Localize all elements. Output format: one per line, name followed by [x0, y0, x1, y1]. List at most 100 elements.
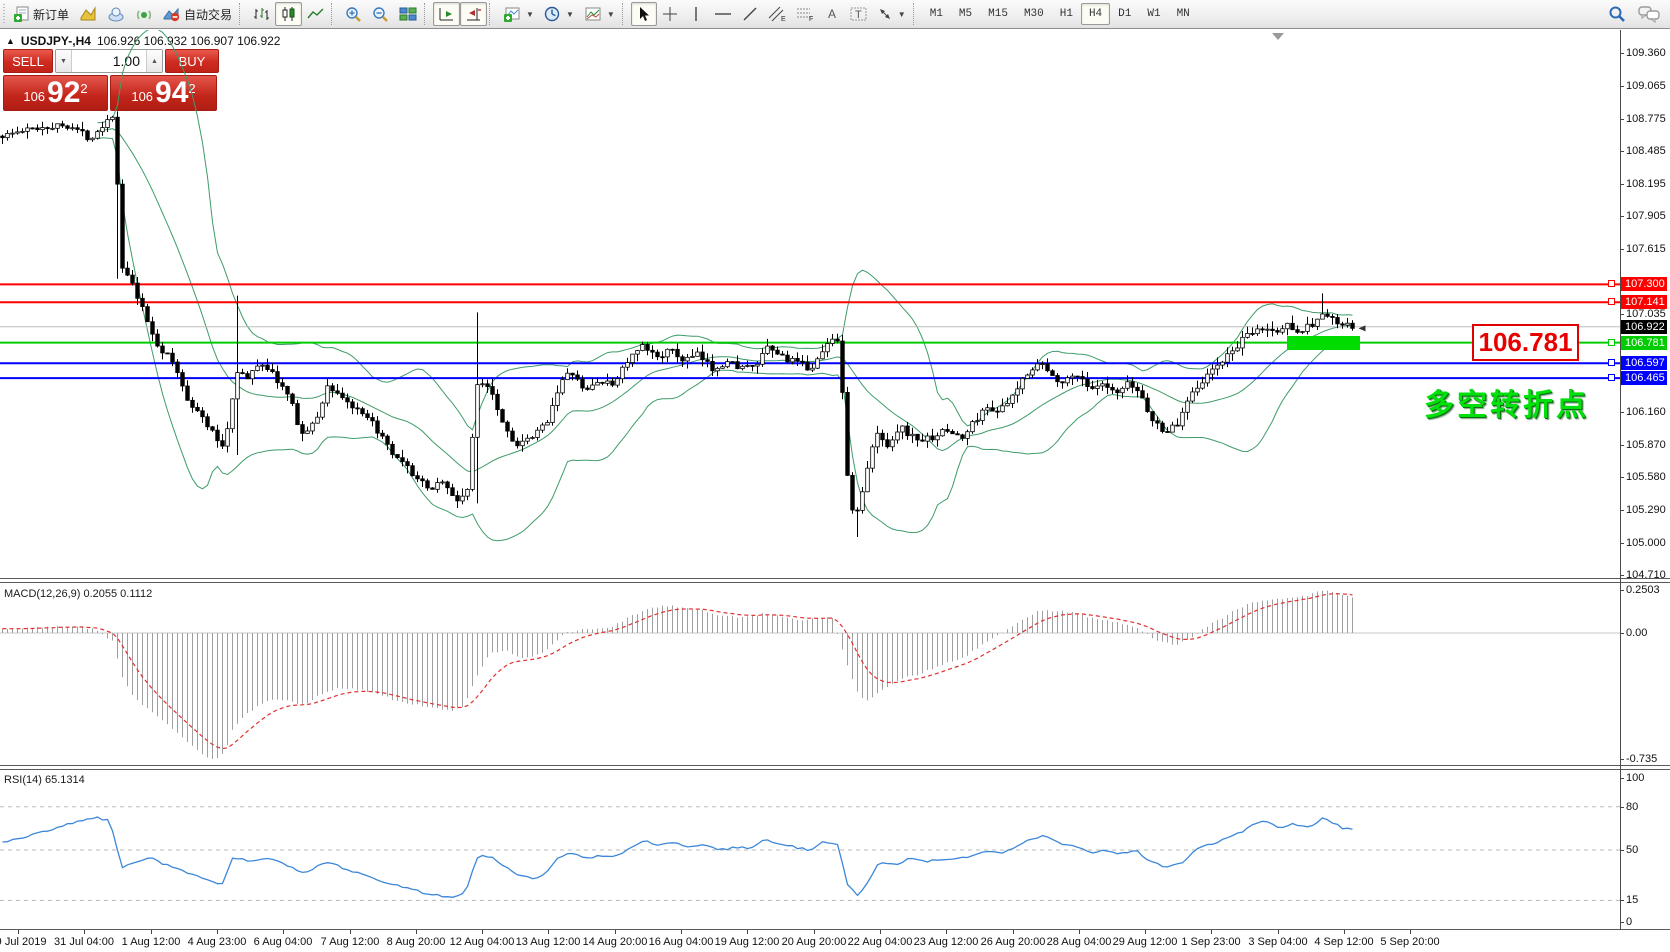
rsi-axis-tick [1620, 922, 1624, 923]
search-icon[interactable] [1608, 5, 1626, 23]
timeframe-button-m5[interactable]: M5 [958, 8, 973, 20]
toolbar-grip[interactable] [3, 4, 5, 24]
buy-price-panel[interactable]: 106 94 2 [110, 75, 217, 111]
time-axis-tick [217, 930, 218, 934]
text-label-tool-button[interactable]: T [845, 2, 872, 26]
profiles-button[interactable] [102, 2, 130, 26]
chart-shift-marker-icon[interactable] [1272, 33, 1284, 40]
zoom-out-button[interactable] [367, 2, 394, 26]
time-axis-label: 29 Jul 2019 [0, 936, 47, 948]
signals-icon [136, 10, 152, 20]
time-axis-label: 14 Aug 20:00 [582, 936, 648, 948]
chart-note-text[interactable]: 多空转折点 [1424, 389, 1589, 422]
templates-button[interactable]: ▼ [579, 2, 620, 26]
time-axis-tick [548, 930, 549, 934]
price-axis-tick [1620, 249, 1624, 250]
price-axis-tick [1620, 477, 1624, 478]
fibonacci-tool-button[interactable]: F [791, 2, 819, 26]
panel-splitter[interactable] [0, 765, 1670, 770]
rsi-axis-tick [1620, 778, 1624, 779]
macd-panel-canvas[interactable] [0, 585, 1620, 766]
timeframe-button-m30[interactable]: M30 [1023, 8, 1044, 20]
auto-trading-button[interactable]: 自动交易 [158, 2, 237, 26]
text-icon: A [828, 7, 836, 21]
sell-price-point: 2 [80, 81, 88, 96]
crosshair-tool-button[interactable] [657, 2, 683, 26]
time-axis-tick [1145, 930, 1146, 934]
zoom-in-button[interactable] [340, 2, 367, 26]
price-chart-canvas[interactable] [0, 30, 1620, 578]
rsi-panel-canvas[interactable] [0, 771, 1620, 930]
collapse-triangle-icon[interactable]: ▲ [6, 36, 15, 46]
buy-button[interactable]: BUY [165, 49, 219, 73]
price-axis-tick [1620, 412, 1624, 413]
key-level-callout[interactable]: 106.781 [1472, 324, 1579, 361]
macd-axis-tick [1620, 590, 1624, 591]
volume-decrease-button[interactable]: ▼ [56, 50, 72, 72]
volume-increase-button[interactable]: ▲ [146, 50, 162, 72]
price-axis-label: 109.065 [1626, 80, 1666, 92]
sell-price-panel[interactable]: 106 92 2 [3, 75, 108, 111]
time-axis-tick [18, 930, 19, 934]
toolbar-separator [331, 3, 338, 25]
trendline-tool-button[interactable] [737, 2, 763, 26]
chat-icon[interactable] [1638, 5, 1660, 23]
price-axis-tick [1620, 184, 1624, 185]
sell-button[interactable]: SELL [3, 49, 53, 73]
timeframe-button-mn[interactable]: MN [1176, 8, 1190, 20]
price-axis-label: 108.775 [1626, 113, 1666, 125]
cursor-tool-button[interactable] [630, 2, 657, 26]
rsi-axis-label: 100 [1626, 772, 1645, 784]
toolbar-separator [239, 3, 246, 25]
auto-scroll-button[interactable] [433, 2, 461, 26]
macd-axis-label: 0.2503 [1626, 584, 1660, 596]
time-axis-label: 26 Aug 20:00 [980, 936, 1046, 948]
channel-tool-button[interactable]: E [763, 2, 791, 26]
dropdown-caret-icon: ▼ [606, 9, 615, 19]
macd-axis-label: 0.00 [1626, 627, 1648, 639]
new-chart-button[interactable] [74, 2, 102, 26]
toolbar-separator [912, 3, 920, 25]
rsi-axis-label: 0 [1626, 916, 1633, 928]
timeframe-button-h4[interactable]: H4 [1080, 3, 1111, 25]
candlestick-icon [282, 7, 295, 21]
price-axis-label: 109.360 [1626, 47, 1666, 59]
rsi-axis-tick [1620, 900, 1624, 901]
auto-scroll-icon [439, 8, 454, 21]
indicators-button[interactable]: ▼ [498, 2, 539, 26]
price-axis-label: 107.905 [1626, 210, 1666, 222]
zoom-in-icon [346, 7, 361, 22]
bar-chart-mode-button[interactable] [248, 2, 275, 26]
timeframe-button-d1[interactable]: D1 [1118, 8, 1132, 20]
new-order-button[interactable]: 新订单 [8, 2, 74, 26]
time-axis-label: 5 Sep 20:00 [1380, 936, 1440, 948]
chart-shift-button[interactable] [460, 2, 488, 26]
svg-text:A: A [828, 7, 836, 21]
line-chart-mode-button[interactable] [302, 2, 329, 26]
chart-symbol-period: USDJPY-,H4 [20, 34, 91, 48]
time-axis-tick [1344, 930, 1345, 934]
arrows-tool-button[interactable]: ▼ [872, 2, 911, 26]
time-axis-label: 1 Sep 23:00 [1181, 936, 1241, 948]
text-tool-button[interactable]: A [819, 2, 845, 26]
horizontal-line-tool-button[interactable] [709, 2, 737, 26]
candlestick-mode-button[interactable] [275, 2, 303, 26]
dropdown-caret-icon: ▼ [526, 9, 534, 19]
templates-icon [585, 7, 601, 21]
signals-button[interactable] [130, 2, 158, 26]
time-axis-label: 31 Jul 04:00 [54, 936, 114, 948]
price-axis-tick [1620, 216, 1624, 217]
timeframe-button-h1[interactable]: H1 [1059, 8, 1073, 20]
periods-icon [544, 6, 560, 22]
level-highlight-rectangle[interactable] [1287, 336, 1360, 350]
vertical-line-tool-button[interactable] [683, 2, 709, 26]
price-axis-label: 108.195 [1626, 178, 1666, 190]
time-axis-tick [1278, 930, 1279, 934]
tile-windows-button[interactable] [394, 2, 422, 26]
timeframe-button-m1[interactable]: M1 [929, 8, 943, 20]
periods-button[interactable]: ▼ [539, 2, 579, 26]
panel-splitter[interactable] [0, 578, 1670, 583]
time-axis-label: 1 Aug 12:00 [121, 936, 181, 948]
timeframe-button-m15[interactable]: M15 [988, 8, 1008, 20]
timeframe-button-w1[interactable]: W1 [1147, 8, 1161, 20]
